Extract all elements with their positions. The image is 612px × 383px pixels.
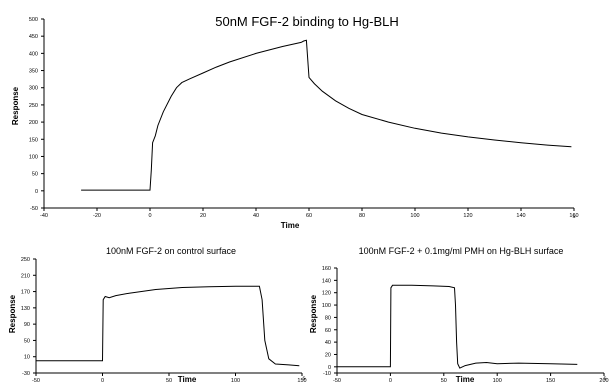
y-tick-label: 200	[29, 120, 38, 126]
y-tick-label: 140	[322, 278, 331, 284]
y-tick-label: 130	[21, 306, 30, 312]
y-tick-label: -10	[323, 371, 331, 377]
x-tick-label: 50	[166, 378, 172, 383]
y-tick-label: -30	[22, 371, 30, 377]
y-tick-label: 60	[325, 328, 331, 334]
x-tick-label: 120	[463, 213, 472, 219]
x-tick-label: 0	[101, 378, 104, 383]
y-tick-label: 500	[29, 17, 38, 23]
chart-control-surface: 100nM FGF-2 on control surface Time Resp…	[8, 246, 307, 383]
y-tick-label: -50	[30, 206, 38, 212]
chart-title: 100nM FGF-2 on control surface	[106, 246, 236, 256]
x-tick-label: 100	[493, 378, 502, 383]
x-tick-label: -20	[93, 213, 101, 219]
y-tick-label: 150	[29, 137, 38, 143]
x-tick-label: 50	[441, 378, 447, 383]
y-axis-label: Response	[309, 294, 318, 333]
x-tick-label: 100	[231, 378, 240, 383]
y-tick-label: 170	[21, 290, 30, 296]
y-tick-label: 120	[322, 291, 331, 297]
x-tick-label: 60	[306, 213, 312, 219]
y-tick-label: 40	[325, 340, 331, 346]
y-tick-label: 300	[29, 86, 38, 92]
y-tick-label: 50	[24, 338, 30, 344]
x-axis-label: Time	[178, 375, 197, 383]
x-axis-label: Time	[281, 221, 300, 230]
y-tick-label: 0	[328, 365, 331, 371]
x-unit-label: s	[303, 376, 306, 382]
chart-50nm-binding: 50nM FGF-2 binding to Hg-BLH Time Respon…	[11, 14, 579, 230]
x-unit-label: s	[604, 376, 607, 382]
x-tick-label: 20	[200, 213, 206, 219]
x-tick-label: -50	[333, 378, 341, 383]
x-tick-label: 80	[359, 213, 365, 219]
y-tick-label: 80	[325, 315, 331, 321]
y-tick-label: 210	[21, 273, 30, 279]
series-line	[36, 285, 300, 367]
x-axis-label: Time	[456, 375, 475, 383]
y-tick-label: 100	[322, 303, 331, 309]
y-tick-label: 450	[29, 34, 38, 40]
chart-title: 50nM FGF-2 binding to Hg-BLH	[215, 14, 399, 29]
x-tick-label: 200	[599, 378, 608, 383]
series-line	[81, 39, 572, 191]
y-axis-label: Response	[8, 294, 17, 333]
y-tick-label: 160	[322, 266, 331, 272]
y-tick-label: 50	[32, 172, 38, 178]
x-tick-label: 150	[297, 378, 306, 383]
y-tick-label: 350	[29, 69, 38, 75]
x-tick-label: 0	[389, 378, 392, 383]
chart-pmh-surface: 100nM FGF-2 + 0.1mg/ml PMH on Hg-BLH sur…	[309, 246, 609, 383]
series-line	[337, 284, 578, 369]
x-tick-label: 40	[253, 213, 259, 219]
x-tick-label: 140	[516, 213, 525, 219]
y-tick-label: 0	[35, 189, 38, 195]
x-tick-label: 150	[546, 378, 555, 383]
x-unit-label: s	[573, 214, 576, 220]
y-tick-label: 20	[325, 352, 331, 358]
y-tick-label: 250	[21, 257, 30, 263]
x-tick-label: -40	[40, 213, 48, 219]
y-tick-label: 400	[29, 51, 38, 57]
y-tick-label: 90	[24, 322, 30, 328]
y-tick-label: 100	[29, 154, 38, 160]
x-tick-label: 160	[569, 213, 578, 219]
y-axis-label: Response	[11, 86, 20, 125]
chart-title: 100nM FGF-2 + 0.1mg/ml PMH on Hg-BLH sur…	[359, 246, 564, 256]
x-tick-label: 100	[410, 213, 419, 219]
y-tick-label: 250	[29, 103, 38, 109]
y-tick-label: 10	[24, 355, 30, 361]
x-tick-label: -50	[32, 378, 40, 383]
x-tick-label: 0	[148, 213, 151, 219]
